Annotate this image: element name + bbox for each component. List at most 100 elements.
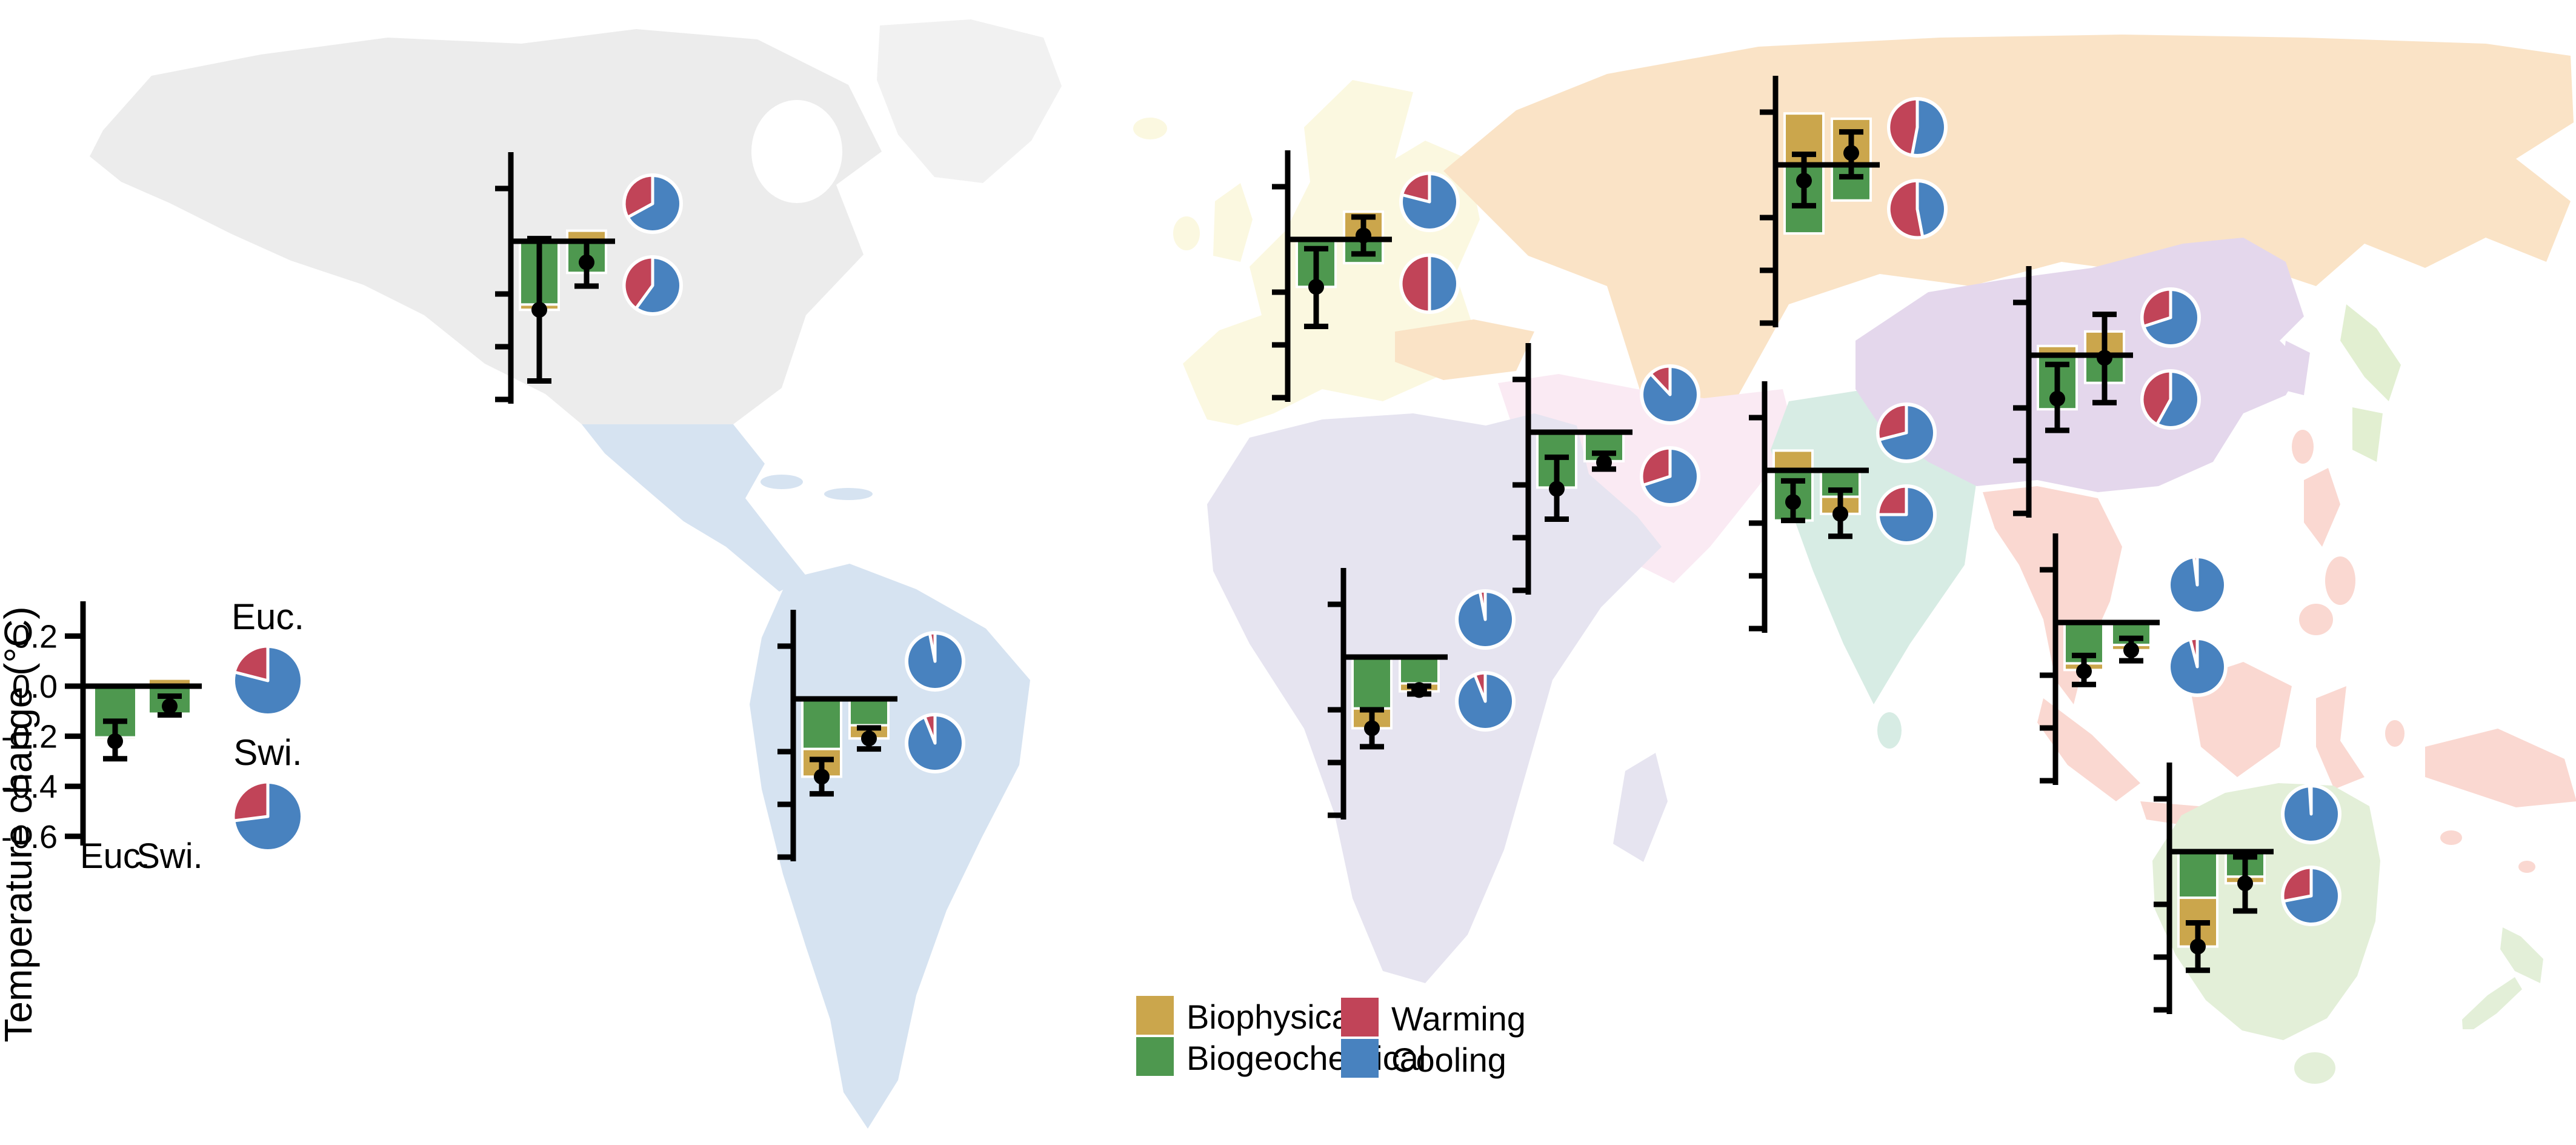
hudson-bay-shape (751, 100, 842, 203)
pie-title-swi: Swi. (233, 732, 302, 773)
region-new-zealand-shape (2500, 927, 2543, 983)
net-point-euc (107, 733, 123, 749)
net-point-euc (2190, 938, 2206, 955)
region-southeast-asia-shape (2325, 556, 2355, 605)
region-southeast-asia-shape (2304, 468, 2340, 547)
pie-swi-warming-slice (923, 713, 937, 745)
pie-euc-warming-slice (1478, 589, 1487, 621)
scenario-label-euc: Euc. (80, 836, 150, 876)
region-southeast-asia-shape (2440, 830, 2462, 845)
net-point-swi (162, 698, 178, 715)
region-north-america-shape (90, 29, 882, 424)
legend-label-biogeochemical: Biogeochemical (1186, 1039, 1426, 1077)
region-southeast-asia-shape (2385, 720, 2405, 747)
region-japan-shape (2352, 407, 2383, 462)
bar-euc-biophysical (1772, 449, 1814, 472)
region-southeast-asia-shape (2299, 604, 2333, 635)
net-point-euc (531, 302, 547, 318)
region-japan-shape (2340, 304, 2401, 401)
region-chart-europe (1272, 150, 1460, 402)
net-point-swi (2123, 642, 2139, 658)
region-australia-shape (2152, 783, 2380, 1040)
region-chart-india (1749, 381, 1937, 633)
y-tick-label: -0.6 (1, 819, 58, 855)
legend-label-cooling: Cooling (1391, 1041, 1506, 1079)
pie-swi-warming-slice (2281, 866, 2313, 903)
pie-euc-warming-slice (1887, 97, 1919, 157)
net-point-swi (1843, 145, 1859, 161)
pie-swi-warming-slice (1399, 253, 1431, 314)
pie-swi-warming-slice (2188, 636, 2199, 669)
region-central-america-shape (824, 488, 873, 500)
region-chart-africa (1328, 568, 1516, 820)
bar-euc-biogeochemical (2177, 850, 2218, 900)
region-chart-middle-east (1513, 343, 1700, 595)
net-point-swi (2097, 350, 2112, 366)
net-point-swi (861, 730, 877, 747)
legend-swatch-cooling (1341, 1039, 1379, 1078)
region-russia-shape (1443, 35, 2574, 426)
pie-swi-warming-slice (2140, 369, 2172, 426)
region-europe-shape (1133, 118, 1167, 139)
region-africa-shape (1207, 413, 1662, 983)
pie-euc-warming-slice (2192, 555, 2199, 587)
y-tick-label: 0.2 (12, 618, 58, 655)
region-india-shape (1877, 712, 1902, 749)
y-tick-label: -0.4 (1, 769, 58, 805)
net-point-euc (1364, 720, 1380, 736)
net-point-swi (1596, 455, 1612, 471)
region-chart-china (2013, 266, 2201, 518)
legend-swatch-biophysical (1136, 996, 1174, 1035)
pie-euc-warming-slice (2308, 784, 2313, 816)
pie-euc-warming-slice (928, 631, 937, 663)
net-point-swi (2237, 875, 2253, 892)
region-southeast-asia-shape (2292, 430, 2314, 464)
net-point-euc (1549, 481, 1565, 497)
pie-euc-warming-slice (233, 644, 270, 683)
pie-swi-warming-slice (231, 780, 270, 823)
pie-swi-warming-slice (1887, 179, 1925, 239)
region-southeast-asia-shape (2316, 686, 2365, 789)
scenario-label-swi: Swi. (136, 836, 203, 876)
region-chart-australia (2154, 763, 2341, 1014)
net-point-euc (1308, 279, 1324, 295)
legend-label-warming: Warming (1391, 1000, 1526, 1038)
net-point-swi (1356, 227, 1371, 244)
net-point-euc (1796, 173, 1812, 189)
bar-swi-biogeochemical (1399, 656, 1440, 685)
net-point-swi (1411, 682, 1427, 698)
region-china-shape (2280, 341, 2310, 395)
legend: Biophysical Biogeochemical Warming Cooli… (1136, 996, 1526, 1079)
pie-euc-warming-slice (1876, 402, 1908, 442)
region-greenland-shape (877, 19, 1062, 183)
pie-swi-warming-slice (622, 255, 654, 310)
y-tick-label: 0.0 (12, 669, 58, 705)
net-point-swi (579, 254, 594, 270)
net-point-swi (1832, 506, 1848, 522)
y-axis-title: Temperature change (°C) (0, 606, 40, 1042)
region-africa-shape (1613, 753, 1668, 862)
region-chart-north-america (495, 152, 683, 404)
region-europe-shape (1213, 183, 1253, 262)
bar-euc-biogeochemical (801, 698, 842, 750)
legend-swatch-warming (1341, 998, 1379, 1037)
pie-euc-warming-slice (622, 173, 654, 219)
region-southeast-asia-shape (2518, 861, 2535, 873)
y-tick-label: -0.2 (1, 719, 58, 755)
pie-swi-warming-slice (1473, 671, 1487, 703)
bar-swi-biogeochemical (848, 698, 890, 727)
net-point-euc (1785, 494, 1801, 510)
region-europe-shape (1173, 216, 1200, 250)
region-chart-russia (1760, 76, 1948, 327)
region-central-america-shape (582, 424, 807, 592)
pie-title-euc: Euc. (231, 596, 304, 637)
pie-euc-warming-slice (2140, 287, 2172, 328)
net-point-euc (2076, 663, 2092, 679)
region-chart-southeast-asia (2040, 533, 2228, 785)
pie-swi-warming-slice (1876, 484, 1908, 516)
net-point-euc (814, 769, 830, 785)
